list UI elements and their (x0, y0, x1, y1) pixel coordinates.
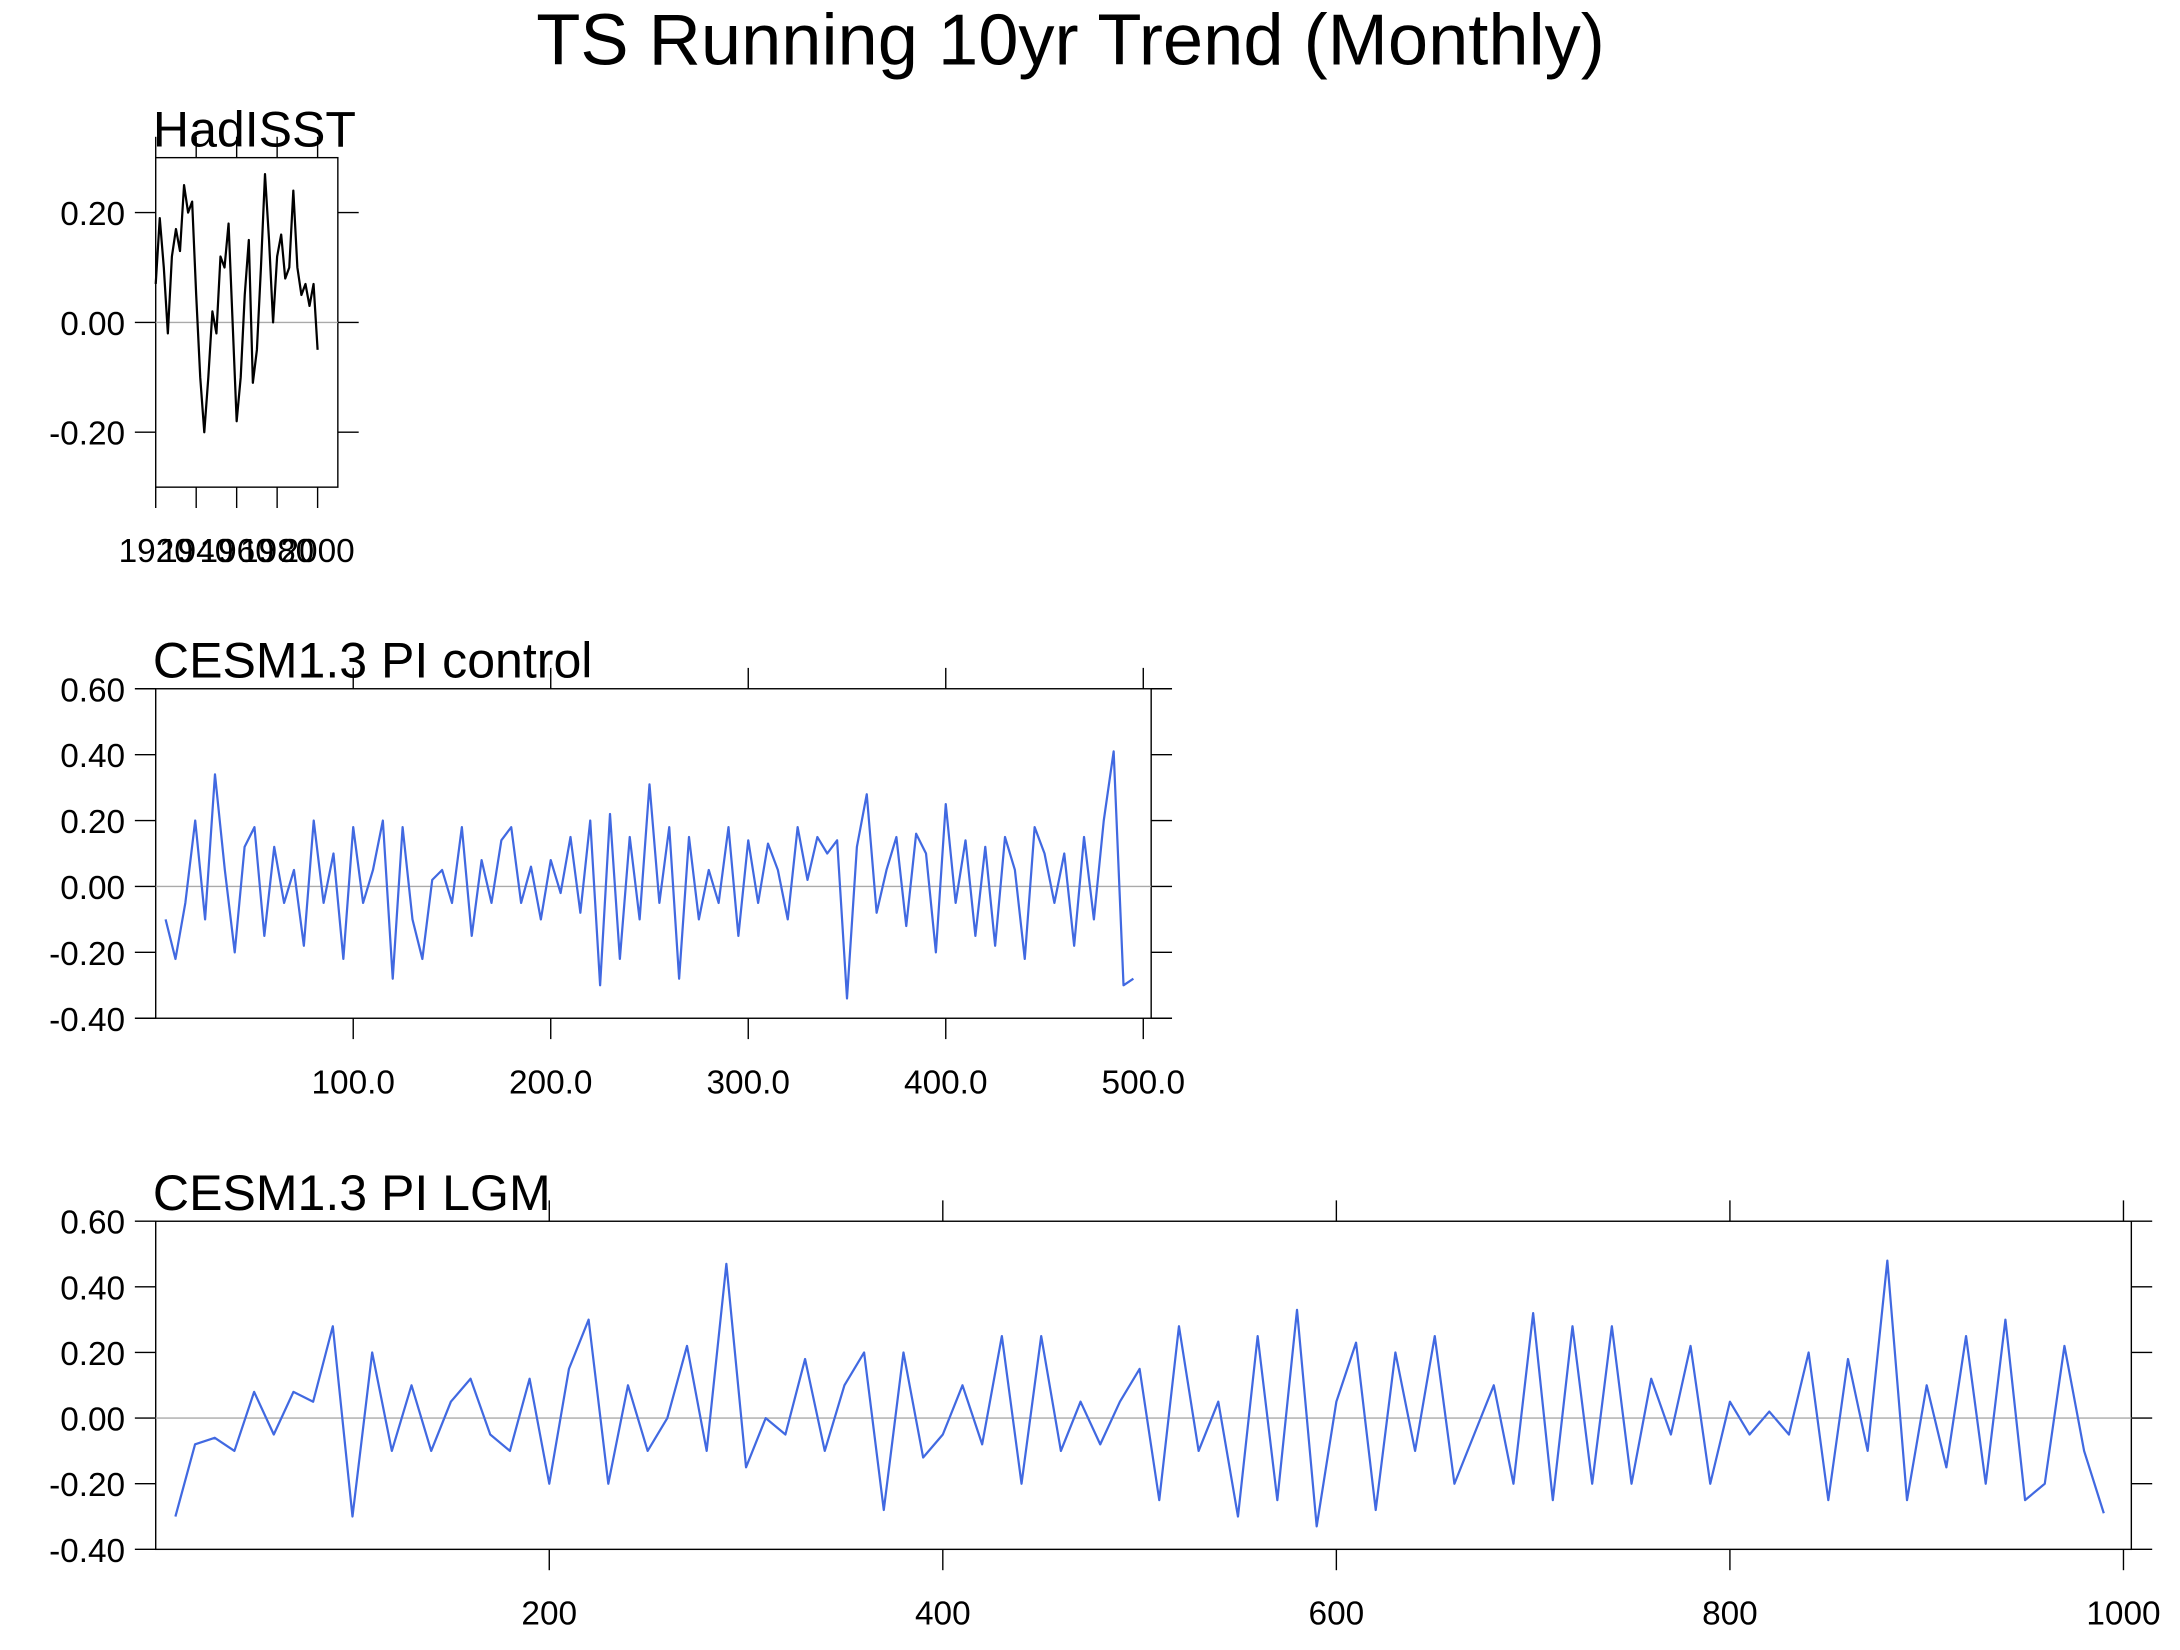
y-tick-label: 0.20 (60, 1336, 125, 1373)
y-tick-label: 0.40 (60, 738, 125, 775)
x-tick-label: 400.0 (904, 1064, 987, 1101)
x-tick-label: 1980 (240, 533, 314, 570)
y-tick-label: 0.00 (60, 870, 125, 907)
plot-frame (155, 1220, 2133, 1551)
x-tick-label: 1940 (159, 533, 233, 570)
plot-frame (155, 688, 1152, 1019)
x-tick-label: 800 (1702, 1595, 1758, 1632)
panel-title: HadISST (153, 102, 356, 158)
y-tick-label: 0.20 (60, 804, 125, 841)
x-tick-label: 1920 (119, 533, 193, 570)
y-tick-label: 0.00 (60, 306, 125, 343)
x-tick-label: 2000 (280, 533, 354, 570)
x-tick-label: 500.0 (1102, 1064, 1185, 1101)
y-tick-label: -0.20 (49, 1467, 125, 1504)
figure-title: TS Running 10yr Trend (Monthly) (536, 1, 1605, 81)
y-tick-label: -0.40 (49, 1002, 125, 1039)
data-line (154, 173, 319, 434)
y-tick-label: -0.40 (49, 1533, 125, 1570)
panel-title: CESM1.3 PI LGM (153, 1165, 551, 1221)
data-line (164, 750, 1135, 1000)
data-line (174, 1259, 2105, 1528)
x-tick-label: 300.0 (707, 1064, 790, 1101)
x-tick-label: 200 (521, 1595, 577, 1632)
y-tick-label: 0.40 (60, 1270, 125, 1307)
y-tick-label: 0.60 (60, 672, 125, 709)
x-tick-label: 400 (915, 1595, 971, 1632)
y-tick-label: -0.20 (49, 936, 125, 973)
y-tick-label: 0.60 (60, 1205, 125, 1242)
x-tick-label: 200.0 (509, 1064, 592, 1101)
x-tick-label: 1000 (2086, 1595, 2160, 1632)
x-tick-label: 100.0 (311, 1064, 394, 1101)
x-tick-label: 600 (1309, 1595, 1365, 1632)
y-tick-label: -0.20 (49, 416, 125, 453)
y-tick-label: 0.00 (60, 1402, 125, 1439)
panel-title: CESM1.3 PI control (153, 633, 592, 689)
y-tick-label: 0.20 (60, 196, 125, 233)
x-tick-label: 1960 (200, 533, 274, 570)
